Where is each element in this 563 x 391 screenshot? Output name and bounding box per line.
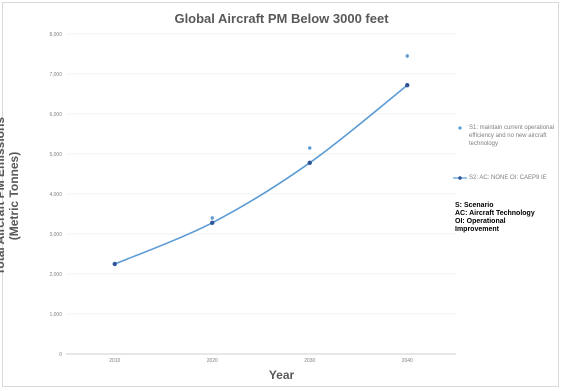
y-tick-label: 1,000 [49,312,62,318]
y-tick-label: 5,000 [49,152,62,158]
series-s2-point [112,261,117,267]
y-tick-label: 3,000 [49,232,62,238]
legend-label-s1: S1: maintain current operational efficie… [469,125,555,147]
x-tick-label: 2010 [109,358,120,364]
note-scenario: S: Scenario [455,202,494,209]
legend-label-s2: S2: AC: NONE OI: CAEP9 IE [469,175,547,181]
series-s2-point [307,160,312,165]
series-s2-point [405,83,410,88]
series-s2-line [114,84,408,265]
y-tick-label: 4,000 [49,192,62,198]
chart-frame [2,2,559,387]
series-s1-point [210,216,214,220]
legend-swatch-s1 [458,126,462,130]
x-tick-label: 2020 [207,358,218,364]
abbreviation-notes: S: Scenario AC: Aircraft Technology OI: … [455,202,559,234]
chart-title: Global Aircraft PM Below 3000 feet [174,11,389,26]
x-axis-label: Year [268,368,295,382]
y-tick-label: 2,000 [49,272,62,278]
note-aircraft-technology: AC: Aircraft Technology [455,210,535,217]
series-s1-point [308,146,312,150]
series-s1-point [405,54,409,58]
legend-swatch-s2 [453,176,467,180]
y-tick-label: 6,000 [49,112,62,118]
x-tick-label: 2030 [304,358,315,364]
y-tick-label: 0 [59,352,62,358]
note-operational: OI: Operational [455,218,506,225]
series-s2-point [210,220,215,225]
x-tick-label: 2040 [402,358,413,364]
y-tick-label: 8,000 [49,32,62,38]
y-tick-label: 7,000 [49,72,62,78]
note-improvement: Improvement [455,226,499,233]
